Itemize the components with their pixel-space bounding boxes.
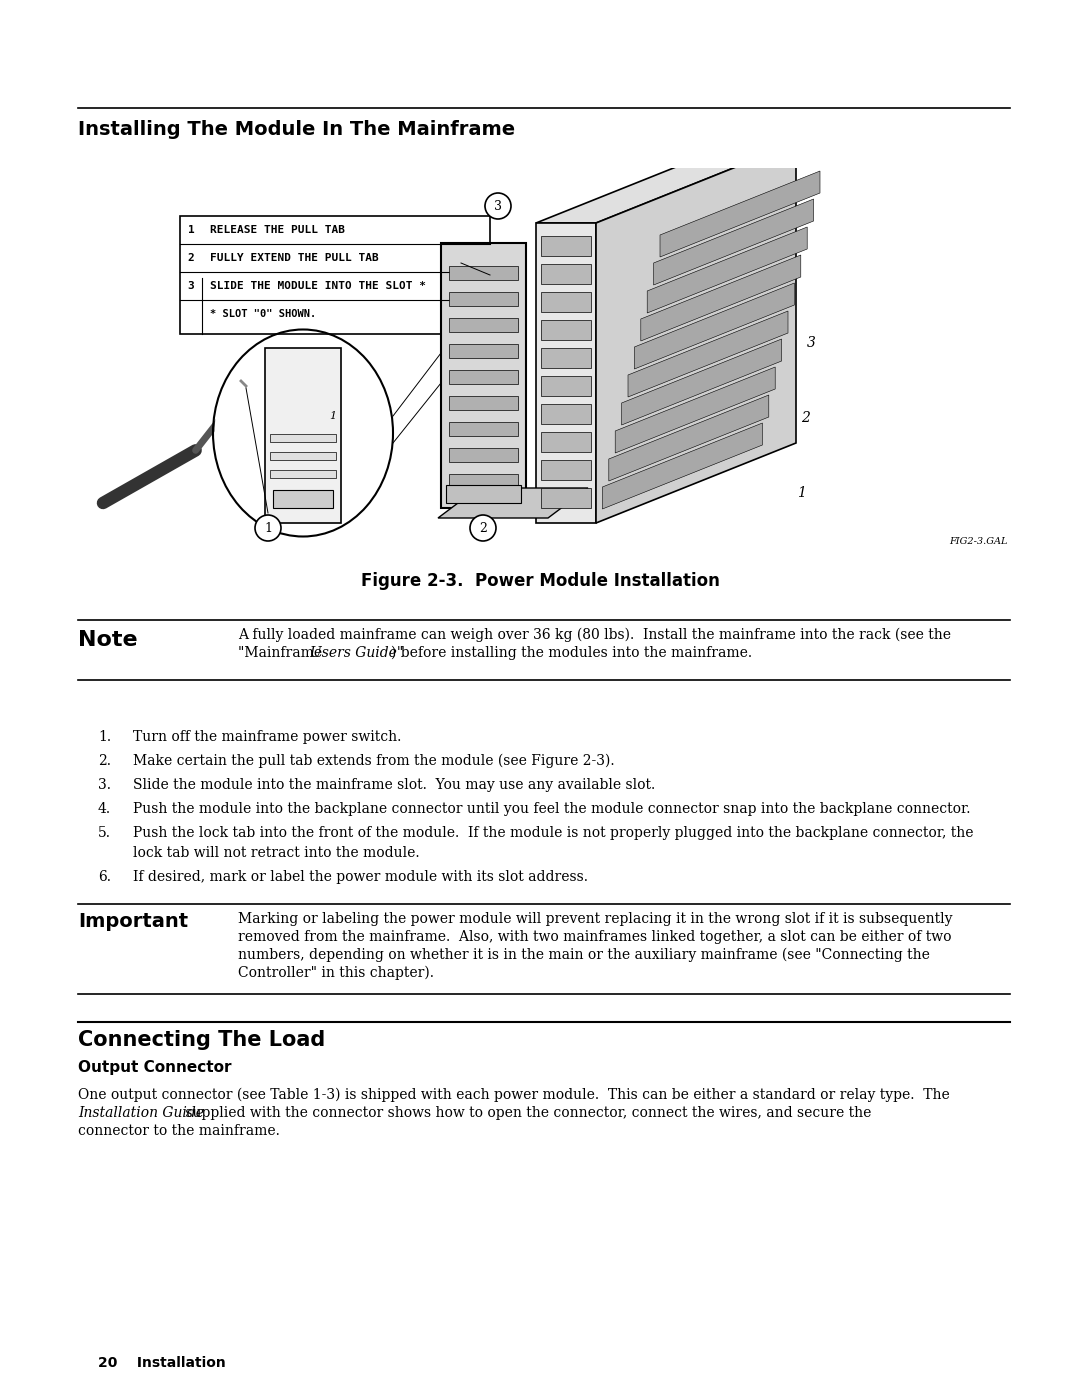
Text: If desired, mark or label the power module with its slot address.: If desired, mark or label the power modu… [133, 870, 588, 884]
Polygon shape [647, 226, 807, 313]
Bar [541, 264, 591, 284]
Text: 3.: 3. [98, 778, 111, 792]
Text: * SLOT "0" SHOWN.: * SLOT "0" SHOWN. [210, 309, 316, 319]
Text: Marking or labeling the power module will prevent replacing it in the wrong slot: Marking or labeling the power module wil… [238, 912, 953, 926]
Bar [270, 453, 336, 460]
Text: Make certain the pull tab extends from the module (see Figure 2-3).: Make certain the pull tab extends from t… [133, 754, 615, 768]
Bar [541, 404, 591, 425]
Bar [270, 434, 336, 441]
Text: "Mainframe: "Mainframe [238, 645, 326, 659]
Polygon shape [609, 395, 769, 481]
Text: Turn off the mainframe power switch.: Turn off the mainframe power switch. [133, 731, 402, 745]
Polygon shape [627, 312, 788, 397]
Text: Connecting The Load: Connecting The Load [78, 1030, 325, 1051]
Text: 2: 2 [480, 521, 487, 535]
Bar [449, 448, 518, 462]
Circle shape [255, 515, 281, 541]
Text: 3: 3 [494, 200, 502, 212]
Text: 2: 2 [801, 411, 810, 425]
Polygon shape [616, 367, 775, 453]
Text: 3: 3 [188, 281, 194, 291]
Text: numbers, depending on whether it is in the main or the auxiliary mainframe (see : numbers, depending on whether it is in t… [238, 949, 930, 963]
Text: Users Guide": Users Guide" [310, 645, 403, 659]
Bar [449, 265, 518, 279]
Text: Important: Important [78, 912, 188, 930]
Bar [449, 292, 518, 306]
Text: FIG2-3.GAL: FIG2-3.GAL [949, 536, 1008, 546]
Text: 20    Installation: 20 Installation [98, 1356, 226, 1370]
Text: Push the module into the backplane connector until you feel the module connector: Push the module into the backplane conne… [133, 802, 971, 816]
Polygon shape [603, 423, 762, 509]
Polygon shape [536, 142, 796, 224]
Bar [541, 348, 591, 367]
Text: SLIDE THE MODULE INTO THE SLOT *: SLIDE THE MODULE INTO THE SLOT * [210, 281, 426, 291]
Text: Push the lock tab into the front of the module.  If the module is not properly p: Push the lock tab into the front of the … [133, 826, 973, 840]
Polygon shape [634, 284, 795, 369]
Text: 4.: 4. [98, 802, 111, 816]
Circle shape [485, 193, 511, 219]
Text: Figure 2-3.  Power Module Installation: Figure 2-3. Power Module Installation [361, 571, 719, 590]
Bar [273, 490, 333, 509]
Bar [541, 292, 591, 312]
Text: RELEASE THE PULL TAB: RELEASE THE PULL TAB [210, 225, 345, 235]
Polygon shape [640, 256, 800, 341]
Text: A fully loaded mainframe can weigh over 36 kg (80 lbs).  Install the mainframe i: A fully loaded mainframe can weigh over … [238, 629, 951, 643]
Bar [541, 320, 591, 339]
Polygon shape [438, 488, 588, 518]
Polygon shape [622, 339, 782, 425]
Text: removed from the mainframe.  Also, with two mainframes linked together, a slot c: removed from the mainframe. Also, with t… [238, 930, 951, 944]
Text: Note: Note [78, 630, 137, 650]
Bar [536, 224, 596, 522]
Text: 1: 1 [329, 411, 337, 420]
Text: Output Connector: Output Connector [78, 1060, 231, 1076]
Ellipse shape [215, 331, 391, 535]
Text: One output connector (see Table 1-3) is shipped with each power module.  This ca: One output connector (see Table 1-3) is … [78, 1088, 949, 1102]
Bar [541, 432, 591, 453]
Bar [541, 460, 591, 481]
Text: supplied with the connector shows how to open the connector, connect the wires, : supplied with the connector shows how to… [181, 1106, 872, 1120]
Text: 6.: 6. [98, 870, 111, 884]
Bar [541, 376, 591, 395]
Text: Slide the module into the mainframe slot.  You may use any available slot.: Slide the module into the mainframe slot… [133, 778, 656, 792]
Text: 1: 1 [188, 225, 194, 235]
Text: Installing The Module In The Mainframe: Installing The Module In The Mainframe [78, 120, 515, 138]
Bar [541, 488, 591, 509]
Text: 5.: 5. [98, 826, 111, 840]
Bar [270, 469, 336, 478]
Bar [449, 395, 518, 409]
Text: 2: 2 [188, 253, 194, 263]
Text: connector to the mainframe.: connector to the mainframe. [78, 1125, 280, 1139]
Text: FULLY EXTEND THE PULL TAB: FULLY EXTEND THE PULL TAB [210, 253, 379, 263]
Text: 2.: 2. [98, 754, 111, 768]
Polygon shape [660, 170, 820, 257]
Bar [449, 422, 518, 436]
Text: 1: 1 [797, 486, 806, 500]
Bar [446, 485, 521, 503]
Bar [441, 243, 526, 509]
Bar [449, 319, 518, 332]
Polygon shape [596, 142, 796, 522]
Text: lock tab will not retract into the module.: lock tab will not retract into the modul… [133, 847, 420, 861]
Text: ) before installing the modules into the mainframe.: ) before installing the modules into the… [391, 645, 752, 661]
Bar [265, 348, 341, 522]
Bar [449, 344, 518, 358]
Polygon shape [653, 198, 813, 285]
Text: 3: 3 [807, 337, 815, 351]
Text: Controller" in this chapter).: Controller" in this chapter). [238, 965, 434, 981]
Text: Installation Guide: Installation Guide [78, 1106, 204, 1120]
Bar [449, 370, 518, 384]
Bar [449, 474, 518, 488]
Bar [180, 217, 490, 334]
Text: 1.: 1. [98, 731, 111, 745]
Bar [541, 236, 591, 256]
Circle shape [470, 515, 496, 541]
Text: 1: 1 [264, 521, 272, 535]
